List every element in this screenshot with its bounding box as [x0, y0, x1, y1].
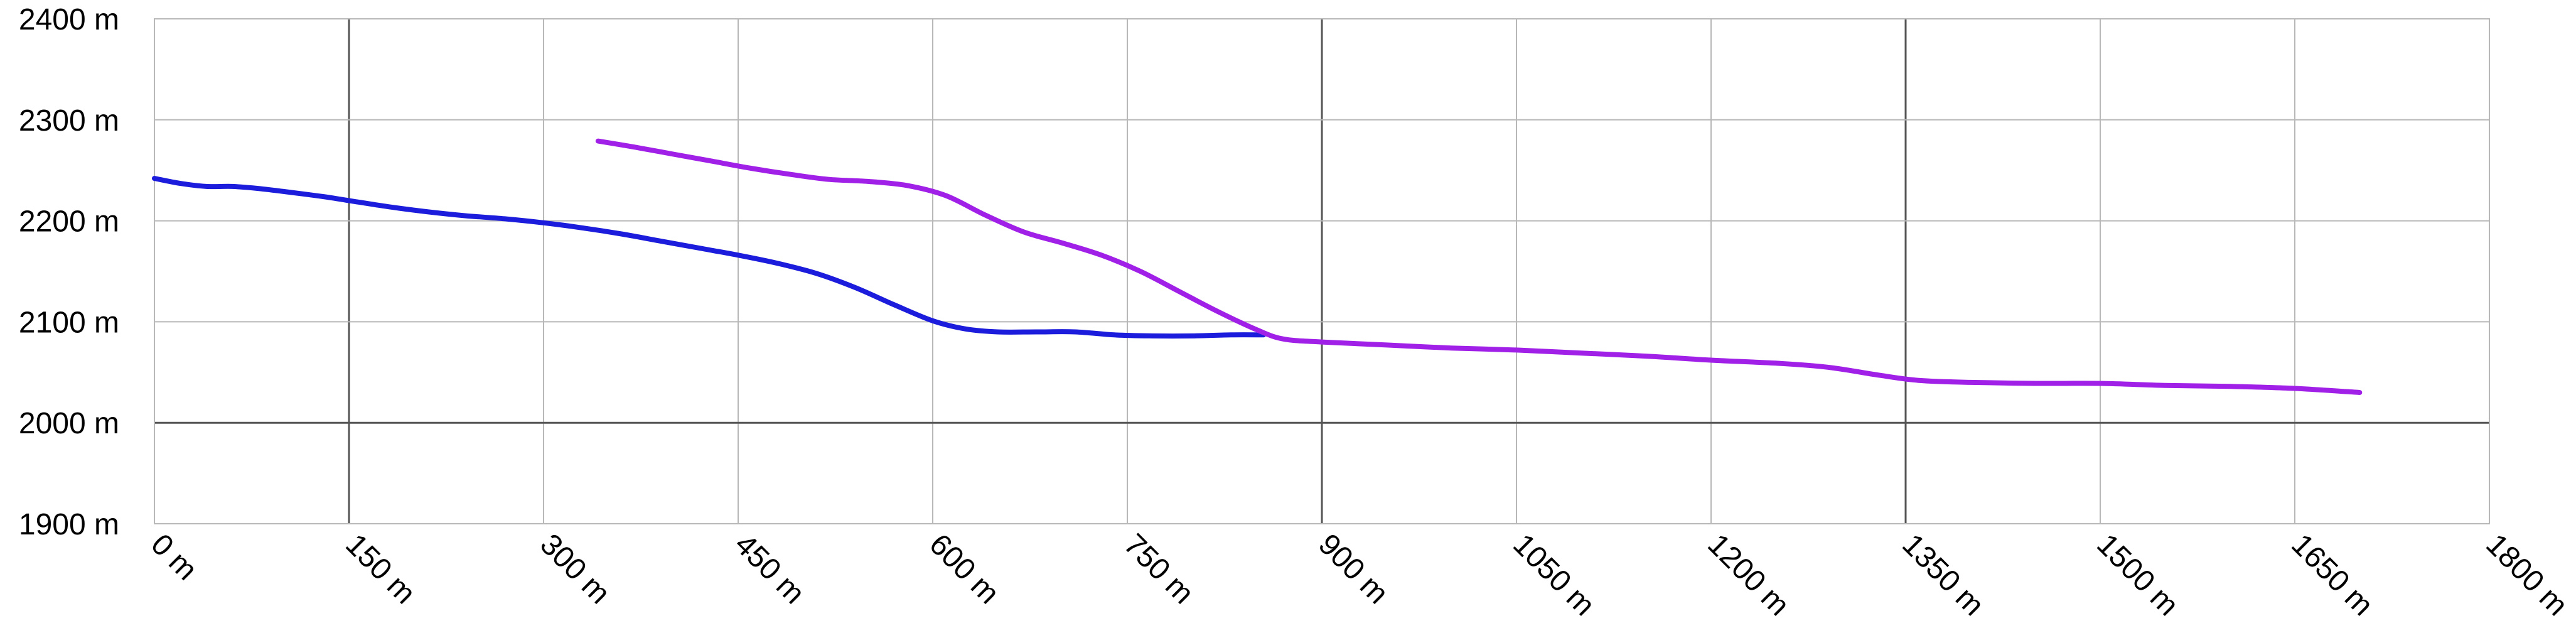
- x-tick-label: 300 m: [534, 528, 616, 610]
- series-line-2: [595, 138, 2363, 395]
- x-tick-label: 1350 m: [1896, 528, 1990, 622]
- x-tick-label: 1500 m: [2090, 528, 2185, 622]
- y-tick-label: 2200 m: [19, 205, 119, 239]
- y-tick-label: 1900 m: [19, 508, 119, 541]
- x-tick-label: 1650 m: [2285, 528, 2380, 622]
- y-tick-label: 2400 m: [19, 3, 119, 36]
- x-tick-label: 150 m: [339, 528, 422, 610]
- x-tick-label: 1800 m: [2479, 528, 2574, 622]
- x-tick-label: 450 m: [728, 528, 811, 610]
- grid-lines: [154, 18, 2490, 524]
- x-tick-label: 750 m: [1117, 528, 1200, 610]
- plot-area-border: [154, 18, 2490, 524]
- y-tick-label: 2300 m: [19, 104, 119, 138]
- y-axis-tick-labels: 1900 m 2000 m 2100 m 2200 m 2300 m 2400 m: [19, 3, 119, 541]
- x-tick-label: 900 m: [1312, 528, 1395, 610]
- series-lines: [152, 138, 2363, 395]
- y-tick-label: 2100 m: [19, 306, 119, 339]
- x-tick-label: 1050 m: [1506, 528, 1601, 622]
- x-axis-tick-labels: 0 m 150 m 300 m 450 m 600 m 750 m 900 m 1050 m 1…: [144, 528, 2574, 622]
- x-tick-label: 0 m: [144, 528, 203, 587]
- y-tick-label: 2000 m: [19, 407, 119, 440]
- x-tick-label: 1200 m: [1701, 528, 1796, 622]
- x-tick-label: 600 m: [923, 528, 1006, 610]
- series-line-1: [152, 176, 1266, 339]
